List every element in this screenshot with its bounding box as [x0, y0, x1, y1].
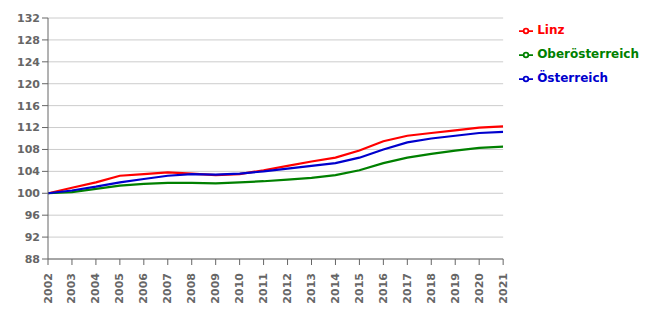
svg-text:2008: 2008 — [185, 273, 198, 304]
svg-text:92: 92 — [25, 231, 40, 244]
svg-text:2016: 2016 — [377, 273, 390, 304]
svg-text:2002: 2002 — [42, 273, 55, 304]
html-text:Oberösterreich: Oberösterreich — [537, 47, 639, 61]
svg-text:2010: 2010 — [233, 273, 246, 304]
svg-text:128: 128 — [17, 34, 40, 47]
svg-text:96: 96 — [25, 209, 41, 222]
svg-text:104: 104 — [17, 165, 40, 178]
svg-text:2003: 2003 — [65, 273, 78, 304]
svg-text:88: 88 — [25, 253, 40, 266]
svg-text:2018: 2018 — [425, 273, 438, 304]
svg-text:116: 116 — [17, 100, 40, 113]
svg-text:2012: 2012 — [281, 273, 294, 304]
html-text:Österreich: Österreich — [537, 71, 609, 85]
svg-text:108: 108 — [17, 143, 40, 156]
svg-text:2011: 2011 — [257, 273, 270, 304]
svg-text:2015: 2015 — [353, 273, 366, 304]
svg-text:2007: 2007 — [161, 273, 174, 304]
svg-text:2004: 2004 — [89, 273, 102, 304]
svg-text:100: 100 — [17, 187, 40, 200]
svg-text:120: 120 — [17, 78, 40, 91]
svg-text:2009: 2009 — [209, 273, 222, 304]
svg-text:132: 132 — [17, 12, 40, 25]
svg-text:2017: 2017 — [401, 273, 414, 304]
svg-text:2020: 2020 — [473, 273, 486, 304]
svg-text:124: 124 — [17, 56, 40, 69]
svg-text:2021: 2021 — [497, 273, 510, 304]
html-text:Linz: Linz — [537, 23, 565, 37]
svg-text:2006: 2006 — [137, 273, 150, 304]
svg-text:2013: 2013 — [305, 273, 318, 304]
svg-text:2014: 2014 — [329, 273, 342, 304]
svg-text:112: 112 — [17, 121, 40, 134]
svg-text:2019: 2019 — [449, 273, 462, 304]
svg-text:2005: 2005 — [113, 273, 126, 304]
